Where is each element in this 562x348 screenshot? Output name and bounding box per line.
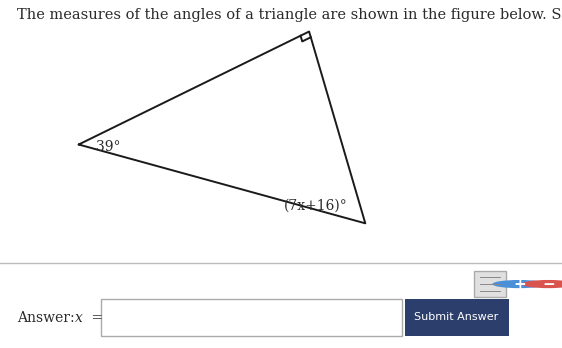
Text: x: x [75,311,83,325]
Text: +: + [513,277,525,292]
Text: (7x+16)°: (7x+16)° [284,199,347,213]
Text: =: = [87,311,103,325]
Text: 39°: 39° [96,140,120,154]
Text: −: − [542,277,555,292]
Text: Answer:: Answer: [17,311,79,325]
Circle shape [492,280,546,288]
Text: The measures of the angles of a triangle are shown in the figure below. Solve fo: The measures of the angles of a triangle… [17,8,562,22]
Text: Submit Answer: Submit Answer [415,312,498,322]
FancyBboxPatch shape [474,271,506,297]
Circle shape [522,280,562,288]
FancyBboxPatch shape [101,299,402,335]
FancyBboxPatch shape [405,299,509,335]
